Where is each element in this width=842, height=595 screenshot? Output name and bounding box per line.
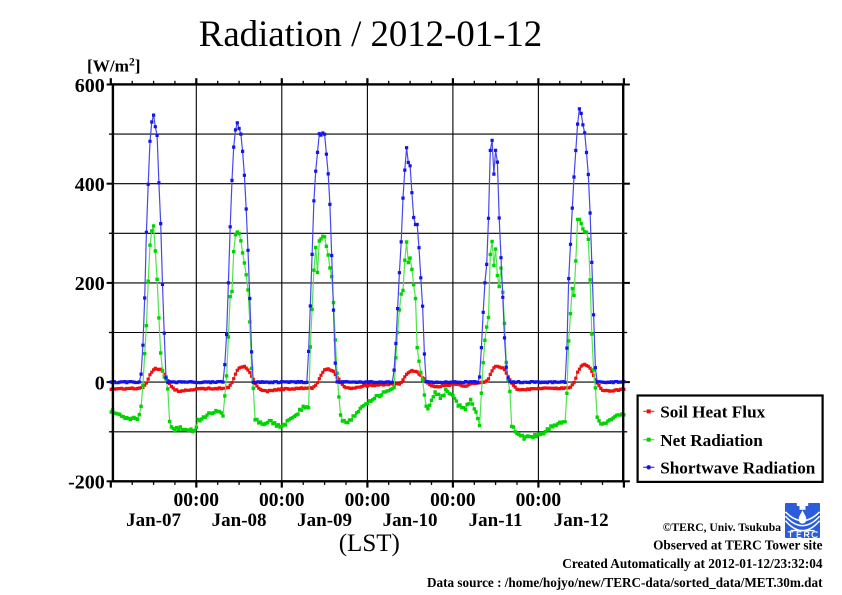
svg-text:400: 400: [75, 174, 105, 196]
svg-text:(LST): (LST): [339, 530, 400, 557]
svg-text:Net Radiation: Net Radiation: [660, 431, 763, 450]
svg-text:00:00: 00:00: [259, 490, 305, 511]
svg-text:Soil Heat Flux: Soil Heat Flux: [660, 403, 765, 422]
svg-text:Observed at TERC Tower site: Observed at TERC Tower site: [653, 538, 822, 553]
svg-text:Data source : /home/hojyo/new/: Data source : /home/hojyo/new/TERC-data/…: [427, 575, 823, 590]
svg-text:00:00: 00:00: [516, 490, 562, 511]
svg-text:Shortwave Radiation: Shortwave Radiation: [660, 459, 816, 478]
svg-text:0: 0: [95, 372, 105, 394]
svg-text:00:00: 00:00: [174, 490, 220, 511]
svg-text:Radiation / 2012-01-12: Radiation / 2012-01-12: [199, 13, 542, 54]
svg-text:Jan-09: Jan-09: [297, 510, 352, 531]
svg-text:600: 600: [75, 75, 105, 97]
svg-text:Jan-11: Jan-11: [469, 510, 523, 531]
svg-text:[W/m2]: [W/m2]: [87, 56, 141, 75]
svg-text:Jan-07: Jan-07: [126, 510, 181, 531]
svg-text:©TERC, Univ. Tsukuba: ©TERC, Univ. Tsukuba: [663, 521, 781, 534]
svg-text:200: 200: [75, 273, 105, 295]
svg-text:Created Automatically at 2012-: Created Automatically at 2012-01-12/23:3…: [562, 556, 823, 571]
svg-text:Jan-12: Jan-12: [554, 510, 609, 531]
svg-text:-200: -200: [68, 472, 105, 494]
svg-text:Jan-08: Jan-08: [212, 510, 267, 531]
svg-text:00:00: 00:00: [430, 490, 476, 511]
svg-text:00:00: 00:00: [345, 490, 391, 511]
svg-text:Jan-10: Jan-10: [383, 510, 438, 531]
